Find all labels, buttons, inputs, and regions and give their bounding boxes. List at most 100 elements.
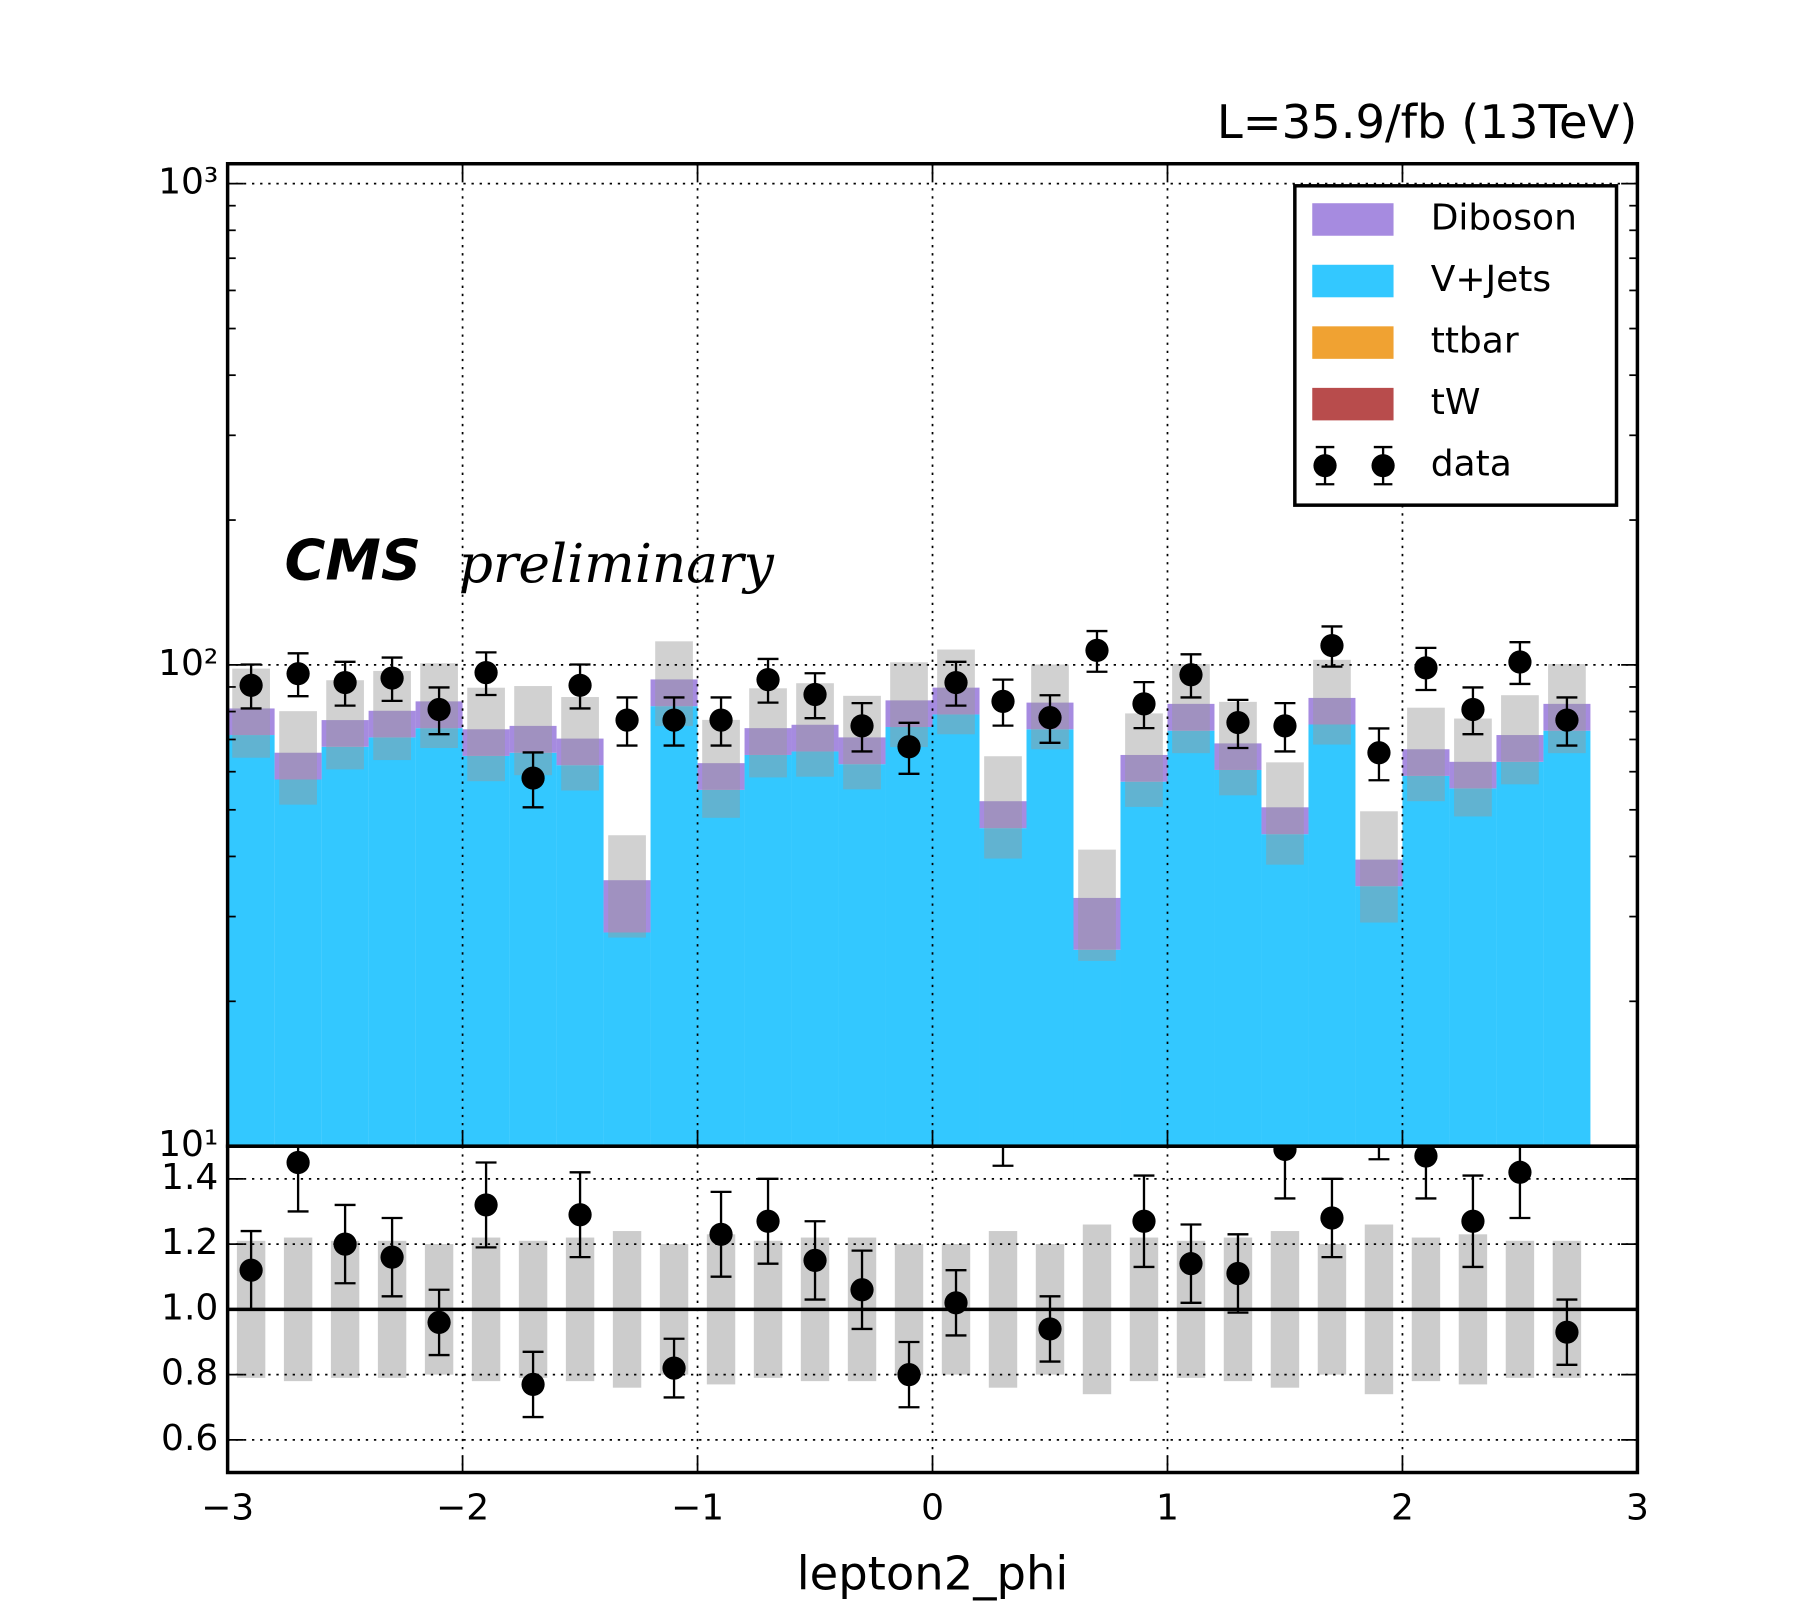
preliminary-label: preliminary <box>459 532 775 595</box>
ratio-point <box>1508 1160 1532 1184</box>
legend-swatch <box>1312 203 1394 236</box>
ratio-point <box>756 1209 780 1233</box>
data-point <box>803 682 827 707</box>
bar-segment <box>1496 735 1544 762</box>
x-tick-label: 2 <box>1391 1488 1414 1529</box>
x-tick-label: −3 <box>201 1488 254 1529</box>
data-point <box>380 666 404 690</box>
bar-segment <box>1308 724 1356 1147</box>
ratio-point <box>1555 1320 1579 1344</box>
bar-segment <box>1120 754 1168 782</box>
cms-label: CMS <box>285 529 422 594</box>
ratio-point <box>1179 1252 1203 1276</box>
bar-segment <box>603 880 651 933</box>
ratio-point <box>1414 1146 1438 1168</box>
bar-segment <box>227 708 275 736</box>
legend: Diboson V+Jets ttbar tW data <box>1293 184 1619 507</box>
bar-segment <box>1120 781 1168 1147</box>
data-point <box>991 689 1015 713</box>
bar-segment <box>791 751 839 1147</box>
y-tick-label: 10² <box>158 643 218 684</box>
bar-segment <box>697 763 745 790</box>
mc-uncertainty <box>1266 762 1304 865</box>
data-point <box>1414 656 1438 680</box>
ratio-point <box>1320 1206 1344 1230</box>
data-point <box>286 662 310 686</box>
data-point <box>1085 638 1109 663</box>
chart-title: L=35.9/fb (13TeV) <box>1217 95 1638 149</box>
ratio-point <box>662 1356 686 1380</box>
main-plot-area <box>227 163 1638 1147</box>
ratio-point <box>333 1232 357 1256</box>
ratio-point <box>709 1222 733 1246</box>
y-tick-label: 10³ <box>158 162 218 203</box>
data-point <box>1367 741 1391 765</box>
x-tick-label: 0 <box>921 1488 944 1529</box>
legend-marker <box>1313 454 1337 478</box>
y-tick-label: 1.4 <box>161 1157 218 1198</box>
bar-segment <box>1355 886 1403 1147</box>
data-point <box>662 708 686 732</box>
ratio-point <box>897 1363 921 1387</box>
bar-segment <box>650 706 698 1147</box>
ratio-point <box>1085 557 1108 580</box>
y-tick-label: 1.0 <box>161 1287 218 1328</box>
x-tick-label: −1 <box>671 1488 724 1529</box>
ratio-point <box>1226 1261 1250 1286</box>
data-point <box>944 670 968 695</box>
bar-segment <box>415 728 463 1147</box>
ratio-point <box>1273 1146 1297 1162</box>
data-point <box>1132 692 1156 716</box>
mc-uncertainty <box>279 711 317 805</box>
bar-segment <box>321 720 369 747</box>
legend-label: V+Jets <box>1431 259 1551 300</box>
data-point <box>1555 708 1579 732</box>
data-point <box>1461 697 1485 722</box>
legend-marker <box>1371 454 1395 478</box>
legend-label: Diboson <box>1431 197 1577 238</box>
bar-segment <box>274 752 322 780</box>
bar-segment <box>321 746 369 1147</box>
data-point <box>709 708 733 732</box>
mc-uncertainty <box>561 697 599 791</box>
bar-segment <box>603 932 651 1147</box>
bar-segment <box>1449 761 1497 789</box>
data-point <box>1226 710 1250 735</box>
y-tick-label: 0.8 <box>161 1353 218 1394</box>
bar-segment <box>1308 697 1356 725</box>
mc-uncertainty <box>1501 695 1539 785</box>
data-point <box>897 735 921 759</box>
bar-segment <box>1449 788 1497 1147</box>
data-point <box>850 714 874 738</box>
ratio-point <box>380 1245 404 1269</box>
bar-segment <box>744 728 792 755</box>
mc-uncertainty <box>1078 849 1116 961</box>
bar-segment <box>368 710 416 738</box>
bar-segment <box>1214 769 1262 1147</box>
ratio-plot-area <box>227 557 1638 1473</box>
ratio-point <box>944 1291 968 1315</box>
data-point <box>1320 633 1344 658</box>
legend-swatch <box>1312 264 1394 298</box>
data-point <box>239 673 263 697</box>
bar-segment <box>556 738 604 766</box>
data-point <box>427 697 451 722</box>
ratio-point <box>286 1150 310 1175</box>
bar-segment <box>697 789 745 1147</box>
data-point <box>474 660 498 685</box>
mc-uncertainty <box>984 756 1022 859</box>
bar-segment <box>227 735 275 1147</box>
bar-segment <box>1261 807 1309 835</box>
bar-segment <box>1402 775 1450 1147</box>
y-tick-label: 1.2 <box>161 1222 218 1263</box>
bar-segment <box>838 764 886 1147</box>
bar-segment <box>1073 949 1121 1147</box>
ratio-point <box>568 1203 592 1227</box>
legend-label: ttbar <box>1431 321 1519 362</box>
bar-segment <box>1261 834 1309 1147</box>
legend-swatch <box>1312 387 1394 421</box>
data-point <box>568 673 592 697</box>
bar-segment <box>462 729 510 756</box>
bar-segment <box>556 765 604 1147</box>
